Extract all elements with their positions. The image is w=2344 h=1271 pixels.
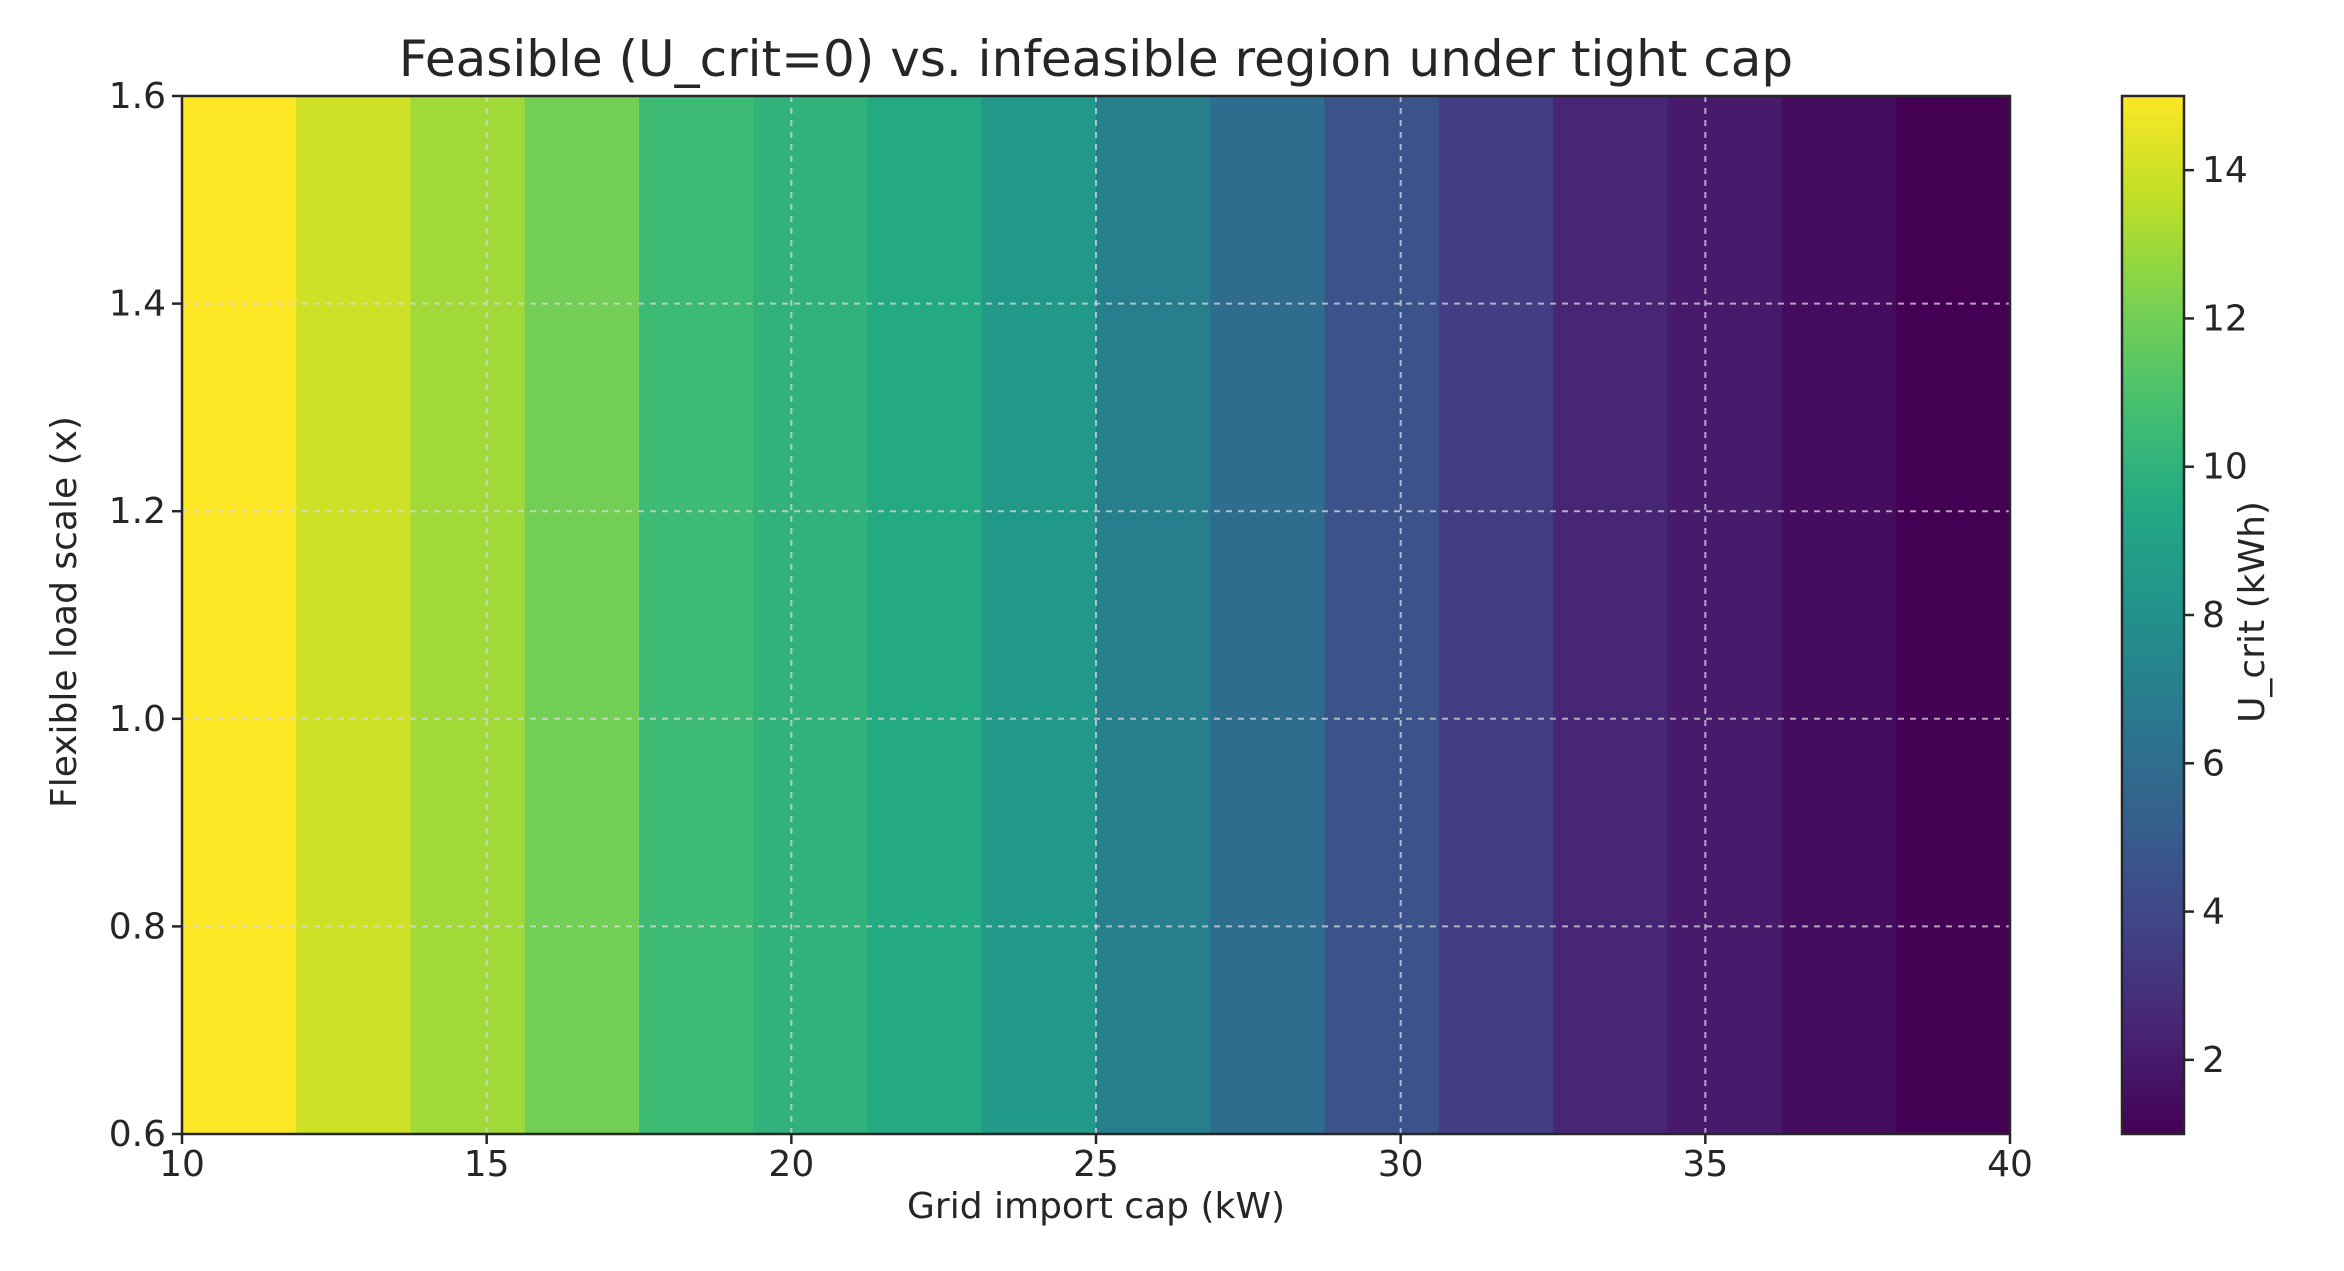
heatmap-cell-2 [410,96,526,1134]
colorbar-tick-label-1: 4 [2202,892,2225,933]
heatmap-cell-9 [1210,96,1326,1134]
colorbar-tick-label-5: 12 [2202,298,2248,339]
heatmap-cell-14 [1781,96,1897,1134]
colorbar: 2 4 6 8 10 12 14 U_crit (kWh) [2120,94,2273,1136]
y-tick-label-4: 1.4 [109,284,166,325]
colorbar-tick-label-2: 6 [2202,743,2225,784]
y-tick-label-5: 1.6 [109,76,166,117]
colorbar-tick-label-0: 2 [2202,1040,2225,1081]
colorbar-tick-label-3: 8 [2202,595,2225,636]
heatmap-cell-3 [524,96,640,1134]
heatmap-cell-5 [753,96,869,1134]
heatmap-cell-4 [639,96,754,1134]
colorbar-gradient [2120,94,2186,1136]
heatmap-cell-12 [1553,96,1668,1134]
x-axis-label: Grid import cap (kW) [907,1186,1285,1227]
colorbar-label: U_crit (kWh) [2232,501,2273,723]
y-tick-label-2: 1.0 [109,699,166,740]
heatmap-cell-7 [981,96,1097,1134]
heatmap-cell-13 [1667,96,1783,1134]
heatmap-cell-10 [1324,96,1440,1134]
heatmap-cell-11 [1438,96,1554,1134]
colorbar-ticks: 2 4 6 8 10 12 14 [2184,150,2248,1081]
x-tick-label-1: 15 [464,1144,510,1185]
x-tick-label-0: 10 [159,1144,205,1185]
heatmap-cell-0 [182,96,297,1134]
x-tick-label-2: 20 [768,1144,814,1185]
colorbar-tick-label-4: 10 [2202,447,2248,488]
y-axis: 0.6 0.8 1.0 1.2 1.4 1.6 [109,76,182,1155]
heatmap-cell-6 [867,96,983,1134]
heatmap-cell-15 [1895,96,2011,1134]
heatmap-cell-1 [296,96,412,1134]
y-axis-label: Flexible load scale (x) [44,416,85,808]
y-tick-label-3: 1.2 [109,491,166,532]
x-tick-label-6: 40 [1987,1144,2033,1185]
y-tick-label-0: 0.6 [109,1114,166,1155]
colorbar-tick-label-6: 14 [2202,150,2248,191]
x-tick-label-3: 25 [1073,1144,1119,1185]
heatmap-cells [182,96,2011,1134]
heatmap-cell-8 [1096,96,1211,1134]
x-tick-label-4: 30 [1378,1144,1424,1185]
y-tick-label-1: 0.8 [109,906,166,947]
x-tick-label-5: 35 [1682,1144,1728,1185]
chart-title: Feasible (U_crit=0) vs. infeasible regio… [399,30,1793,88]
x-axis: 10 15 20 25 30 35 40 [159,1134,2033,1185]
